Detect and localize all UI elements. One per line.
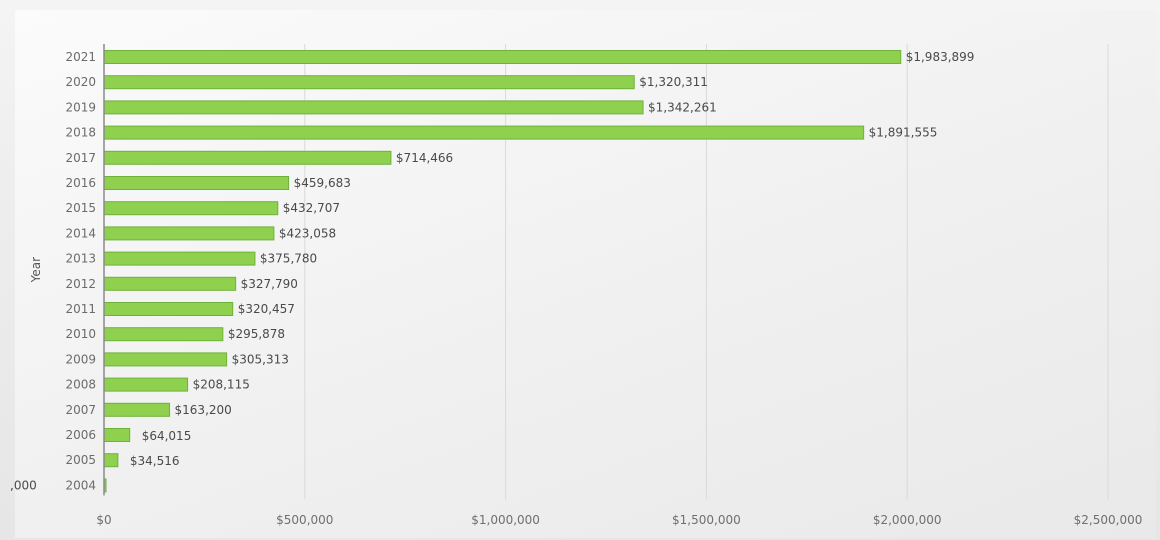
data-label-2004: ,000 [10,478,37,492]
gridlines [304,44,1109,500]
data-label-2005: $34,516 [130,454,180,468]
x-tick-labels: $0 $500,000 $1,000,000 $1,500,000 $2,000,000… [96,513,1142,527]
data-label-2021: $1,983,899 [906,50,975,64]
y-tick-label-2015: 2015 [65,201,96,215]
y-tick-label-2008: 2008 [65,378,96,392]
data-label-2007: $163,200 [175,403,232,417]
x-tick-label: $1,000,000 [471,513,540,527]
data-labels: $1,983,899 $1,320,311 $1,342,261 $1,891,555… [10,50,974,492]
bar-2021 [103,50,902,64]
y-tick-label-2007: 2007 [65,403,96,417]
bars [103,50,902,493]
y-tick-label-2016: 2016 [65,176,96,190]
bar-2010 [103,327,224,342]
data-label-2014: $423,058 [279,226,336,240]
bar-2018 [103,125,865,140]
bar-2013 [103,251,256,266]
y-axis-title: Year [29,257,43,283]
bar-2020 [103,75,635,90]
data-label-2020: $1,320,311 [639,75,708,89]
y-tick-label-2005: 2005 [65,453,96,467]
chart-panel [15,10,1156,538]
x-tick-label: $1,500,000 [672,513,741,527]
y-tick-label-2017: 2017 [65,151,96,165]
data-label-2010: $295,878 [228,327,285,341]
y-tick-label-2006: 2006 [65,428,96,442]
x-tick-label: $0 [96,513,111,527]
y-tick-label-2021: 2021 [65,50,96,64]
y-tick-label-2012: 2012 [65,277,96,291]
data-label-2017: $714,466 [396,151,453,165]
bar-2016 [103,176,290,190]
y-tick-labels: 2021 2020 2019 2018 2017 2016 2015 2014 2013 2012… [65,50,96,492]
x-tick-label: $500,000 [276,513,333,527]
data-label-2019: $1,342,261 [648,100,717,114]
data-label-2006: $64,015 [142,429,192,443]
y-tick-label-2014: 2014 [65,226,96,240]
y-tick-label-2018: 2018 [65,126,96,140]
x-tick-label: $2,000,000 [873,513,942,527]
x-tick-label: $2,500,000 [1074,513,1143,527]
y-tick-label-2010: 2010 [65,327,96,341]
data-label-2015: $432,707 [283,201,340,215]
bar-2017 [103,150,392,165]
bar-2012 [103,276,237,291]
data-label-2009: $305,313 [232,352,289,366]
y-tick-label-2011: 2011 [65,302,96,316]
data-label-2008: $208,115 [193,378,250,392]
bar-2007 [103,402,171,417]
bar-2014 [103,226,275,241]
data-label-2012: $327,790 [241,277,298,291]
bar-2019 [103,100,644,115]
y-tick-label-2019: 2019 [65,100,96,114]
data-label-2016: $459,683 [294,176,351,190]
bar-2009 [103,352,228,367]
data-label-2011: $320,457 [238,302,295,316]
y-tick-label-2020: 2020 [65,75,96,89]
bar-2015 [103,201,279,216]
y-tick-label-2013: 2013 [65,252,96,266]
bar-2006 [103,428,131,442]
data-label-2013: $375,780 [260,252,317,266]
bar-2005 [103,453,119,468]
y-tick-label-2009: 2009 [65,352,96,366]
y-tick-label-2004: 2004 [65,478,96,492]
bar-2011 [103,302,234,316]
bar-2008 [103,377,189,392]
data-label-2018: $1,891,555 [869,126,938,140]
